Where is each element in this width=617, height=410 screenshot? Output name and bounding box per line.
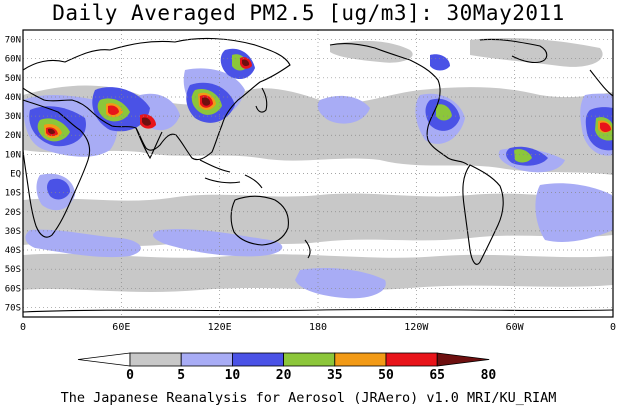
colorbar-label: 35 — [327, 368, 343, 383]
colorbar-label: 80 — [481, 368, 497, 383]
map-title: Daily Averaged PM2.5 [ug/m3]: 30May2011 — [52, 1, 565, 25]
colorbar-swatch — [180, 352, 233, 367]
lat-tick-label: 60N — [5, 55, 21, 65]
colorbar-label: 5 — [177, 368, 185, 383]
colorbar-label: 10 — [225, 368, 241, 383]
lat-tick-label: 10N — [5, 150, 21, 160]
lat-tick-label: 70S — [5, 303, 21, 313]
lon-tick-label: 0 — [20, 322, 26, 333]
colorbar-label: 0 — [126, 368, 134, 383]
lat-tick-label: 10S — [5, 189, 21, 199]
lon-tick-label: 60W — [506, 322, 525, 333]
colorbar-label: 20 — [276, 368, 292, 383]
colorbar-label: 50 — [378, 368, 394, 383]
latitude-labels: 70N 60N 50N 40N 30N 20N 10N EQ 10S 20S 30S 40S 50S 60… — [5, 36, 21, 314]
lat-tick-label: 50S — [5, 265, 21, 275]
colorbar-swatch — [231, 352, 284, 367]
lat-tick-label: 40N — [5, 93, 21, 103]
longitude-labels: 0 60E 120E 180 120W 60W 0 — [20, 322, 616, 333]
lat-tick-label: 30N — [5, 112, 21, 122]
lon-tick-label: 120E — [208, 322, 232, 333]
colorbar-swatch — [436, 352, 490, 367]
colorbar-swatch — [129, 352, 182, 367]
lon-tick-label: 0 — [610, 322, 616, 333]
lat-tick-label: 20S — [5, 208, 21, 218]
colorbar-labels: 0 5 10 20 35 50 65 80 — [126, 368, 496, 383]
map-frame — [22, 29, 614, 318]
colorbar-swatch — [283, 352, 336, 367]
lat-tick-label: EQ — [10, 170, 21, 180]
lat-tick-label: 50N — [5, 74, 21, 84]
lat-tick-label: 40S — [5, 246, 21, 256]
lat-tick-label: 60S — [5, 284, 21, 294]
pm25-level-above-80 — [48, 59, 250, 135]
lon-tick-label: 180 — [309, 322, 327, 333]
pm25-map: 70N 60N 50N 40N 30N 20N 10N EQ 10S 20S 30S 40S 50S 60… — [5, 29, 616, 333]
footer-credit: The Japanese Reanalysis for Aerosol (JRA… — [60, 390, 557, 406]
colorbar-swatch — [77, 352, 131, 367]
colorbar: 0 5 10 20 35 50 65 80 — [77, 352, 496, 383]
coastlines — [23, 37, 613, 313]
lon-tick-label: 120W — [404, 322, 429, 333]
lat-tick-label: 70N — [5, 36, 21, 46]
colorbar-swatch — [334, 352, 387, 367]
colorbar-swatch — [385, 352, 438, 367]
lat-tick-label: 30S — [5, 227, 21, 237]
colorbar-swatches — [77, 352, 490, 367]
lat-tick-label: 20N — [5, 131, 21, 141]
lon-tick-label: 60E — [112, 322, 130, 333]
colorbar-label: 65 — [429, 368, 445, 383]
